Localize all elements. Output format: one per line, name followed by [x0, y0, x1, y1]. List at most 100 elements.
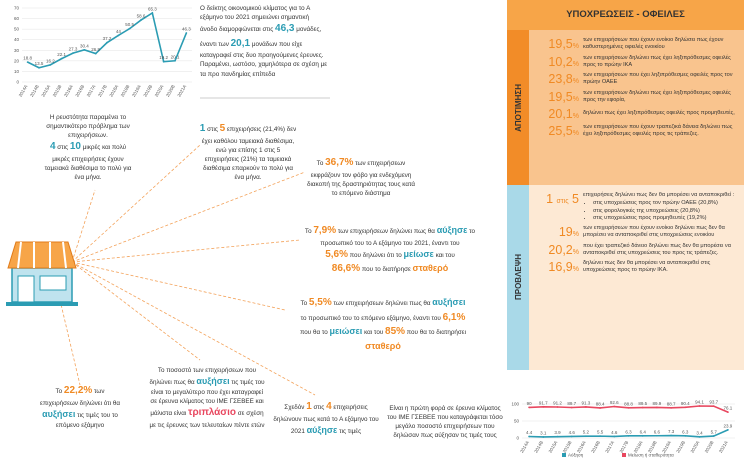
point: [712, 435, 715, 437]
point: [26, 61, 29, 64]
data-label: 3.4: [696, 430, 703, 435]
data-label: 30.4: [80, 43, 89, 48]
legend-swatch: [562, 453, 566, 457]
y-tick-label: 0: [16, 80, 19, 85]
debt-item: 19% των επιχειρήσεων που έχουν ενοίκιο δη…: [535, 225, 738, 240]
point: [684, 406, 687, 409]
value: 23,8: [548, 72, 573, 87]
highlight: σταθερό: [412, 263, 449, 274]
point: [656, 406, 658, 409]
debt-text: των επιχειρήσεων δηλώνει πως έχει ληξιπρ…: [583, 89, 731, 103]
connector: [71, 171, 306, 263]
point: [712, 405, 715, 408]
value: 16,9: [548, 260, 573, 275]
x-tick-label: 2015Β: [52, 84, 63, 98]
x-tick-label: 2021Α: [718, 440, 729, 454]
point: [542, 436, 545, 438]
bullet: στις υποχρεώσεις προς τον πρώην ΟΑΕΕ (20…: [593, 200, 738, 207]
connector: [71, 239, 301, 263]
highlight: αυξήσει: [42, 408, 76, 419]
debt-text: που έχει τραπεζικό δάνειο δηλώνει πως δε…: [583, 242, 731, 256]
unit: %: [572, 60, 579, 68]
debt-item: 19,5% των επιχειρήσεων δηλώνει πως έχει λ…: [535, 90, 738, 105]
point: [174, 59, 176, 62]
point: [670, 406, 672, 409]
highlight: τριπλάσιο: [188, 407, 237, 419]
data-label: 16.2: [46, 58, 55, 63]
forecast-first: 1 στις 5 επιχειρήσεις δηλώνει πως δεν θα…: [535, 192, 738, 222]
data-label: 3.9: [554, 430, 561, 435]
data-label: 91.7: [539, 400, 548, 405]
point: [528, 435, 530, 438]
legend-swatch: [622, 453, 626, 457]
x-tick-label: 2015Α: [548, 440, 559, 454]
debt-value: 20,1%: [535, 107, 583, 121]
x-tick-label: 2016Α: [576, 440, 587, 454]
highlight: αύξησε: [306, 424, 338, 435]
bullet: στις υποχρεώσεις προς προμηθευτές (19,2%…: [593, 215, 738, 222]
point: [72, 52, 74, 55]
point: [60, 57, 63, 60]
text: Ο δείκτης οικονομικού κλίματος για το Α …: [200, 5, 310, 34]
point: [162, 60, 165, 63]
point: [106, 41, 108, 44]
text: που θα το διατηρήσει: [406, 329, 466, 336]
climate-block: Ο δείκτης οικονομικού κλίματος για το Α …: [200, 4, 328, 79]
highlight: 22,2%: [63, 385, 93, 396]
highlight: μείωσε: [403, 248, 434, 259]
x-tick-label: 2019Α: [131, 84, 142, 98]
highlight: σταθερό: [365, 340, 401, 351]
prices-past-block: Σχεδόν 1 στις 4 επιχειρήσεις δηλώνουν πω…: [270, 400, 382, 437]
point: [49, 63, 52, 66]
point: [83, 48, 86, 51]
highlight: 46,3: [275, 23, 295, 35]
unit: %: [572, 95, 579, 103]
text: μονάδων που είχε καταγραφεί στις δυο προ…: [200, 40, 328, 78]
value: 10,2: [548, 54, 573, 69]
debt-text: δηλώνει πως δεν θα μπορέσει να ανταποκρι…: [583, 260, 711, 274]
point: [613, 405, 616, 408]
text: 5: [572, 192, 579, 206]
data-label: 4.6: [611, 430, 618, 435]
x-tick-label: 2018Β: [120, 84, 131, 98]
point: [599, 407, 601, 409]
highlight: 6,1%: [442, 311, 466, 323]
point: [599, 435, 601, 438]
debt-value: 23,8%: [535, 72, 583, 86]
debt-text: των επιχειρήσεων που έχει ληξιπρόθεσμες …: [583, 72, 733, 86]
y-tick-label: 50: [14, 27, 20, 32]
data-label: 89.5: [638, 401, 647, 406]
data-label: 3.1: [540, 430, 547, 435]
x-tick-label: 2019Α: [661, 440, 672, 454]
data-label: 5.7: [711, 430, 718, 435]
text: Το: [55, 388, 63, 395]
x-tick-label: 2020Α: [690, 440, 701, 454]
text: στις: [57, 144, 69, 152]
data-label: 44: [116, 29, 122, 34]
highlight: 85%: [385, 326, 406, 337]
text: και του: [364, 329, 384, 336]
point: [641, 406, 644, 409]
point: [641, 434, 644, 437]
value: 19,5: [548, 37, 573, 52]
value: 20,2: [548, 242, 573, 257]
staff-past-block: Το 7,9% των επιχειρήσεων δηλώνει πως θα …: [300, 224, 480, 277]
value: 20,1: [548, 107, 573, 122]
x-tick-label: 2014Β: [29, 84, 40, 98]
text: μονάδες, έναντι των: [200, 26, 322, 48]
data-label: 65.3: [148, 6, 157, 11]
data-label: 89.7: [567, 401, 576, 406]
data-label: 91.3: [582, 400, 591, 405]
data-label: 7.3: [668, 429, 675, 434]
unit: %: [572, 113, 579, 121]
highlight: 7,9%: [313, 225, 337, 236]
highlight: 4: [326, 401, 332, 412]
highlight: μειώσει: [329, 326, 363, 336]
text: μάλιστα είναι: [150, 410, 187, 418]
highlight: 36,7%: [325, 157, 354, 168]
point: [656, 434, 658, 437]
point: [585, 435, 587, 438]
x-tick-label: 2019Β: [142, 84, 153, 98]
text: Το ποσοστό των επιχειρήσεων που δηλώνει …: [149, 367, 257, 387]
x-tick-label: 2019Β: [675, 440, 686, 454]
